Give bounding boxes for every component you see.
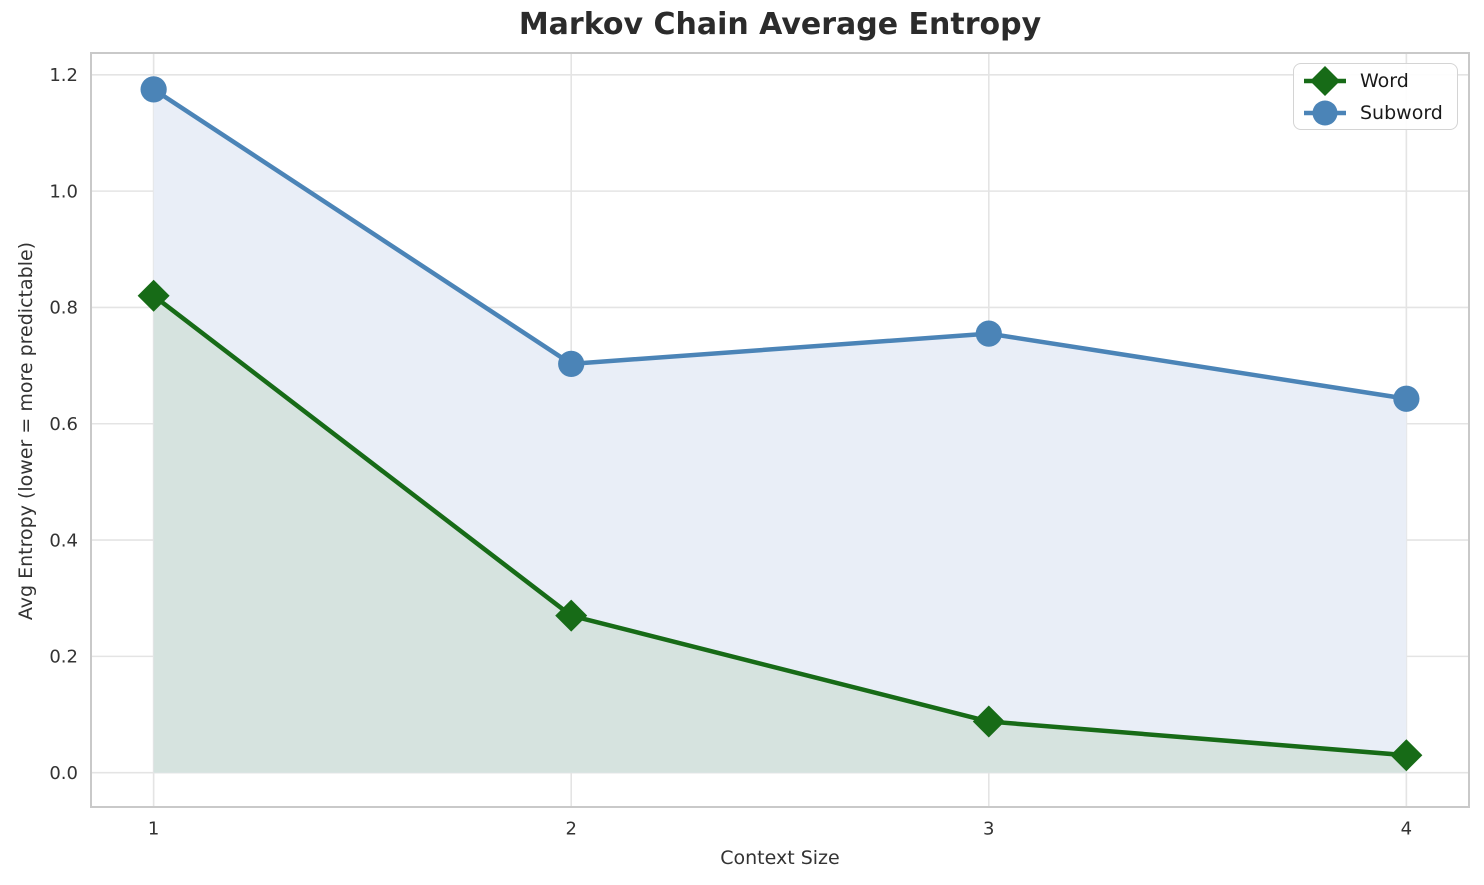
legend-item-subword: Subword	[1294, 97, 1457, 129]
data-point-subword	[975, 320, 1002, 347]
x-tick-label: 3	[983, 818, 994, 839]
data-point-word	[972, 705, 1005, 738]
data-point-subword	[558, 350, 585, 377]
y-tick-label: 0.8	[49, 298, 78, 319]
legend-item-word: Word	[1294, 65, 1457, 97]
series-line-subword	[151, 87, 1409, 401]
data-point-subword	[1393, 385, 1420, 412]
y-tick-label: 0.0	[49, 763, 78, 784]
legend-label-word: Word	[1360, 69, 1409, 92]
y-tick-label: 1.0	[49, 181, 78, 202]
area-fill-word	[153, 295, 1407, 773]
chart-title: Markov Chain Average Entropy	[518, 7, 1042, 42]
data-point-word	[1390, 739, 1423, 772]
y-tick-label: 0.4	[49, 530, 78, 551]
plot-border	[90, 52, 1470, 808]
y-tick-label: 1.2	[49, 65, 78, 86]
series-line-word	[151, 293, 1409, 758]
data-point-word	[137, 279, 170, 312]
y-tick-label: 0.2	[49, 647, 78, 668]
y-tick-label: 0.6	[49, 414, 78, 435]
word-diamond-marker-icon	[1304, 65, 1346, 96]
x-tick-label: 1	[148, 818, 159, 839]
data-point-word	[555, 599, 588, 632]
data-point-subword	[140, 76, 167, 103]
x-axis-label: Context Size	[720, 847, 840, 869]
subword-circle-marker-icon	[1304, 100, 1346, 125]
x-tick-label: 4	[1401, 818, 1412, 839]
legend-label-subword: Subword	[1360, 101, 1443, 124]
legend: Word Subword	[1293, 63, 1458, 130]
x-tick-label: 2	[565, 818, 576, 839]
